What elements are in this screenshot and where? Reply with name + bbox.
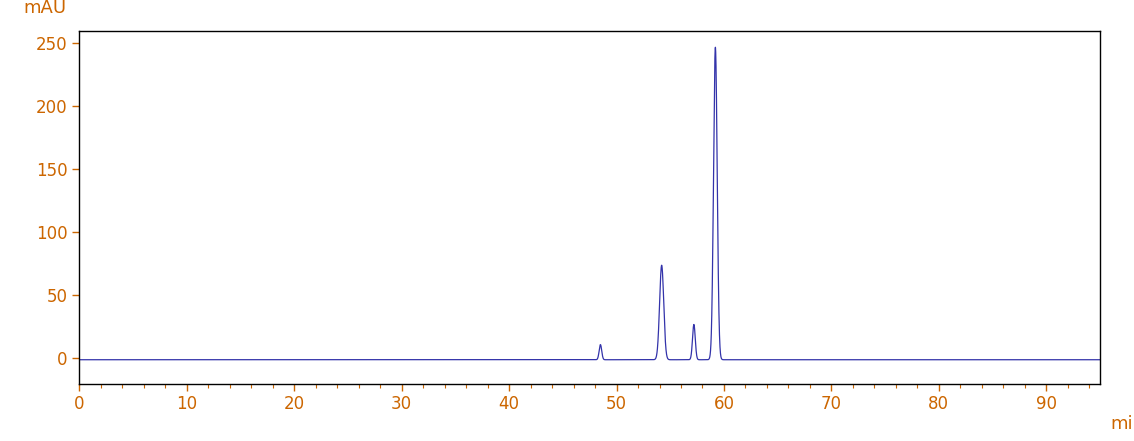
Text: min: min (1110, 415, 1134, 434)
Text: mAU: mAU (24, 0, 67, 17)
